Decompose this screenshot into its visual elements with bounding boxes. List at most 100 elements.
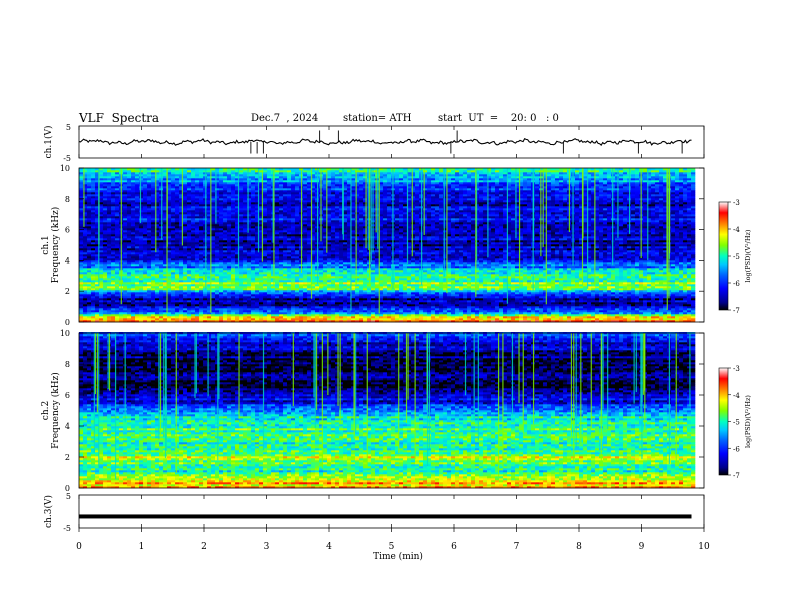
spectrogram-cell <box>139 318 144 321</box>
spectrogram-cell <box>87 264 92 267</box>
spectrogram-cell <box>467 290 472 293</box>
spectrogram-cell <box>131 280 136 283</box>
spectrogram-cell <box>295 320 300 323</box>
spectrogram-cell <box>583 320 588 323</box>
spectrogram-cell <box>447 270 452 273</box>
spectrogram-cell <box>95 300 100 303</box>
spectrogram-cell <box>127 268 132 271</box>
spectrogram-cell <box>379 320 384 323</box>
spectrogram-cell <box>455 288 460 291</box>
spectrogram-cell <box>79 268 84 271</box>
spectrogram-cell <box>155 308 160 311</box>
spectrogram-cell <box>187 258 192 261</box>
spectrogram-cell <box>443 284 448 287</box>
spectrogram-cell <box>187 302 192 305</box>
spectrogram-cell <box>523 258 528 261</box>
spectrogram-cell <box>195 264 200 267</box>
spectrogram-cell <box>515 284 520 287</box>
spectrogram-cell <box>235 318 240 321</box>
spectrogram-cell <box>179 320 184 323</box>
spectrogram-cell <box>407 274 412 277</box>
spectrogram-cell <box>499 312 504 315</box>
spectrogram-cell <box>423 262 428 265</box>
spectrogram-cell <box>495 270 500 273</box>
spectrogram-cell <box>659 312 664 315</box>
spectrogram-cell <box>535 312 540 315</box>
spectrogram-cell <box>579 290 584 293</box>
spectrogram-cell <box>199 304 204 307</box>
spectrogram-cell <box>603 314 608 317</box>
spectrogram-cell <box>407 288 412 291</box>
spectrogram-cell <box>175 290 180 293</box>
spectrogram-cell <box>279 264 284 267</box>
spectrogram-cell <box>567 302 572 305</box>
spectrogram-cell <box>679 260 684 263</box>
spectrogram-cell <box>359 274 364 277</box>
spectrogram-cell <box>383 270 388 273</box>
spectrogram-cell <box>427 298 432 301</box>
spectrogram-cell <box>551 316 556 319</box>
spectrogram-cell <box>495 274 500 277</box>
spectrogram-cell <box>435 280 440 283</box>
spectrogram-cell <box>131 256 136 259</box>
spectrogram-cell <box>467 318 472 321</box>
spectrogram-cell <box>363 274 368 277</box>
spectrogram-cell <box>83 288 88 291</box>
spectrogram-cell <box>179 274 184 277</box>
spectrogram-cell <box>691 310 696 313</box>
spectrogram-cell <box>123 306 128 309</box>
spectrogram-cell <box>127 294 132 297</box>
spectrogram-cell <box>535 282 540 285</box>
spectrogram-cell <box>515 316 520 319</box>
spectrogram-cell <box>683 258 688 261</box>
spectrogram-cell <box>147 308 152 311</box>
spectrogram-cell <box>247 258 252 261</box>
spectrogram-cell <box>651 296 656 299</box>
spectrogram-cell <box>431 278 436 281</box>
spectrogram-cell <box>667 306 672 309</box>
spectrogram-cell <box>115 272 120 275</box>
spectrogram-cell <box>255 266 260 269</box>
spectrogram-cell <box>379 314 384 317</box>
spectrogram-cell <box>327 278 332 281</box>
spectrogram-cell <box>347 308 352 311</box>
spectrogram-cell <box>679 300 684 303</box>
spectrogram-cell <box>179 262 184 265</box>
spectrogram-cell <box>163 318 168 321</box>
spectrogram-cell <box>139 310 144 313</box>
spectrogram-cell <box>343 294 348 297</box>
spectrogram-cell <box>363 290 368 293</box>
spectrogram-cell <box>435 314 440 317</box>
spectrogram-cell <box>351 296 356 299</box>
spectrogram-cell <box>691 302 696 305</box>
spectrogram-cell <box>347 282 352 285</box>
spectrogram-cell <box>575 260 580 263</box>
spectrogram-cell <box>291 304 296 307</box>
spectrogram-cell <box>127 310 132 313</box>
spectrogram-cell <box>95 286 100 289</box>
spectrogram-cell <box>675 290 680 293</box>
spectrogram-cell <box>279 284 284 287</box>
spectrogram-cell <box>195 292 200 295</box>
spectrogram-cell <box>363 306 368 309</box>
spectrogram-cell <box>87 300 92 303</box>
spectrogram-cell <box>211 272 216 275</box>
spectrogram-cell <box>655 296 660 299</box>
spectrogram-cell <box>487 268 492 271</box>
spectrogram-cell <box>319 298 324 301</box>
spectrogram-cell <box>267 268 272 271</box>
spectrogram-cell <box>179 308 184 311</box>
spectrogram-cell <box>579 302 584 305</box>
spectrogram-cell <box>395 262 400 265</box>
spectrogram-cell <box>207 310 212 313</box>
spectrogram-cell <box>123 290 128 293</box>
spectrogram-cell <box>175 256 180 259</box>
spectrogram-cell <box>591 306 596 309</box>
spectrogram-cell <box>311 286 316 289</box>
spectrogram-cell <box>211 262 216 265</box>
spectrogram-cell <box>91 264 96 267</box>
spectrogram-cell <box>419 310 424 313</box>
spectrogram-cell <box>139 316 144 319</box>
spectrogram-cell <box>687 306 692 309</box>
spectrogram-cell <box>275 308 280 311</box>
